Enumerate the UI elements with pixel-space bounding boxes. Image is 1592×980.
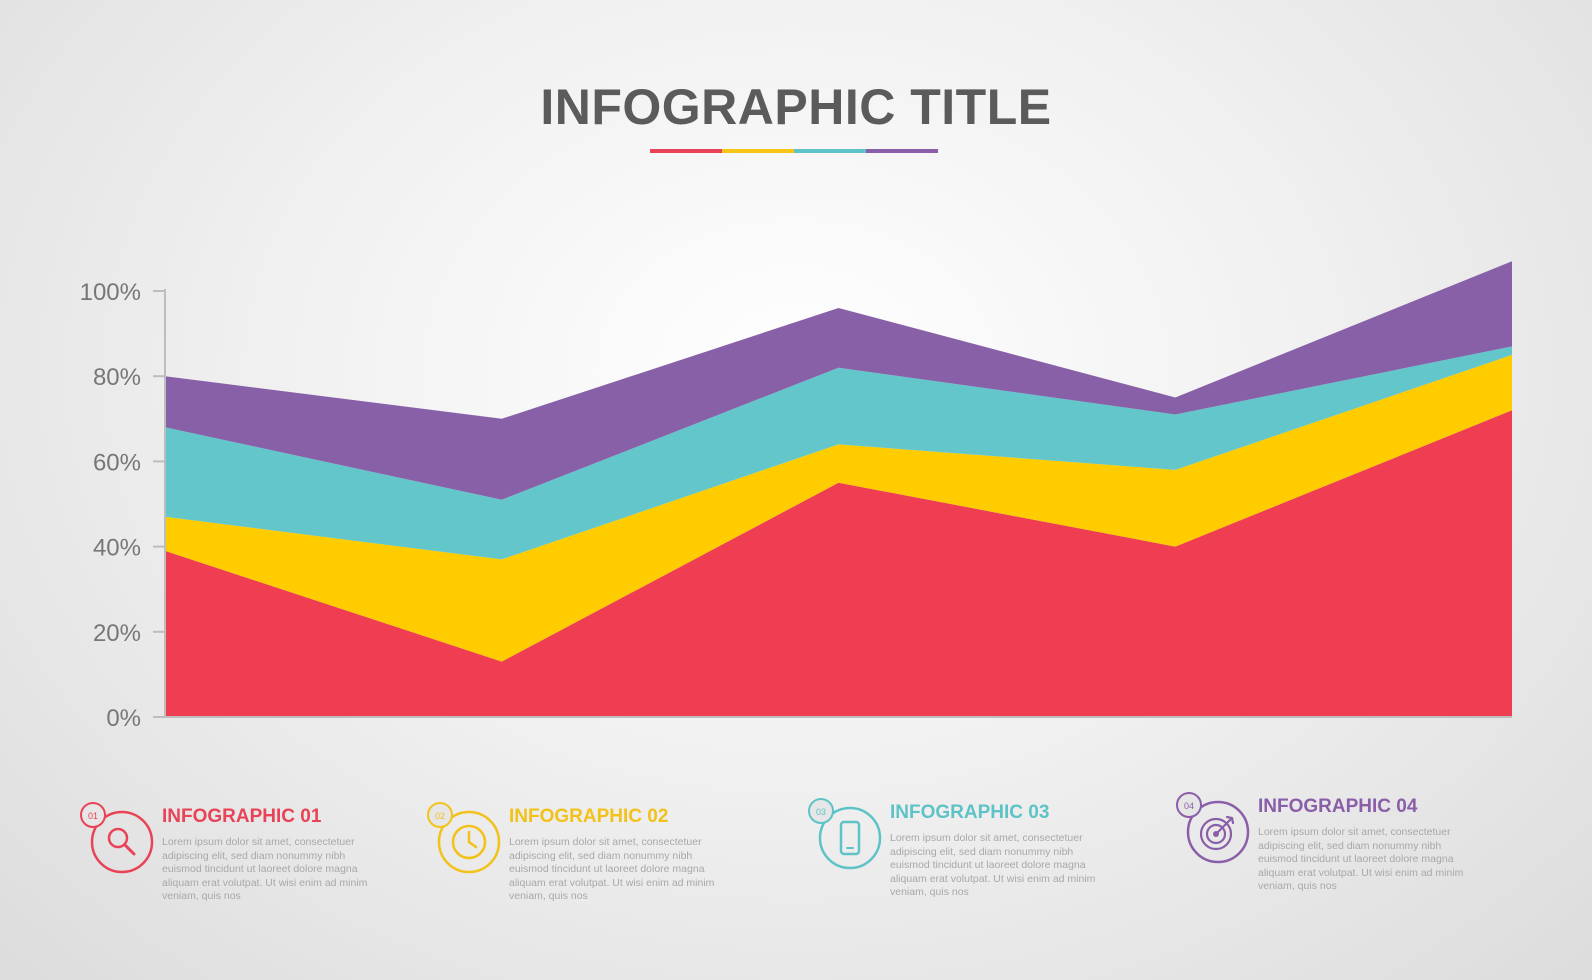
legend-number-3: 03 bbox=[816, 807, 826, 817]
y-tick-label: 80% bbox=[93, 364, 141, 391]
legend-title-2: INFOGRAPHIC 02 bbox=[509, 806, 669, 827]
legend-title-3: INFOGRAPHIC 03 bbox=[890, 802, 1050, 823]
legend-number-2: 02 bbox=[435, 811, 445, 821]
underline-segment-1 bbox=[650, 149, 722, 153]
title-underline bbox=[650, 149, 938, 153]
legend-text-1: Lorem ipsum dolor sit amet, consectetuer… bbox=[162, 836, 368, 902]
legend-title-4: INFOGRAPHIC 04 bbox=[1258, 796, 1418, 817]
area-series-1 bbox=[165, 410, 1512, 717]
legend-text-3: Lorem ipsum dolor sit amet, consectetuer… bbox=[890, 832, 1096, 898]
legend-number-1: 01 bbox=[88, 811, 98, 821]
underline-segment-2 bbox=[722, 149, 794, 153]
y-tick-label: 0% bbox=[106, 705, 141, 732]
target-icon: 04 bbox=[1176, 792, 1250, 864]
area-series-3 bbox=[165, 346, 1512, 560]
y-tick-label: 100% bbox=[80, 279, 141, 306]
clock-icon: 02 bbox=[427, 802, 501, 874]
legend-title-1: INFOGRAPHIC 01 bbox=[162, 806, 322, 827]
area-series-2 bbox=[165, 354, 1512, 662]
magnifier-icon: 01 bbox=[80, 802, 154, 874]
area-series-4 bbox=[165, 261, 1512, 500]
y-tick-label: 40% bbox=[93, 535, 141, 562]
legend-text-2: Lorem ipsum dolor sit amet, consectetuer… bbox=[509, 836, 715, 902]
smartphone-icon: 03 bbox=[808, 798, 882, 870]
legend-number-4: 04 bbox=[1184, 801, 1194, 811]
underline-segment-4 bbox=[866, 149, 938, 153]
y-tick-label: 60% bbox=[93, 449, 141, 476]
y-tick-label: 20% bbox=[93, 620, 141, 647]
stacked-area-chart: 100% 80% 60% 40% 20% 0% bbox=[80, 261, 1512, 732]
legend-text-4: Lorem ipsum dolor sit amet, consectetuer… bbox=[1258, 826, 1464, 892]
page-title: INFOGRAPHIC TITLE bbox=[540, 79, 1052, 135]
underline-segment-3 bbox=[794, 149, 866, 153]
